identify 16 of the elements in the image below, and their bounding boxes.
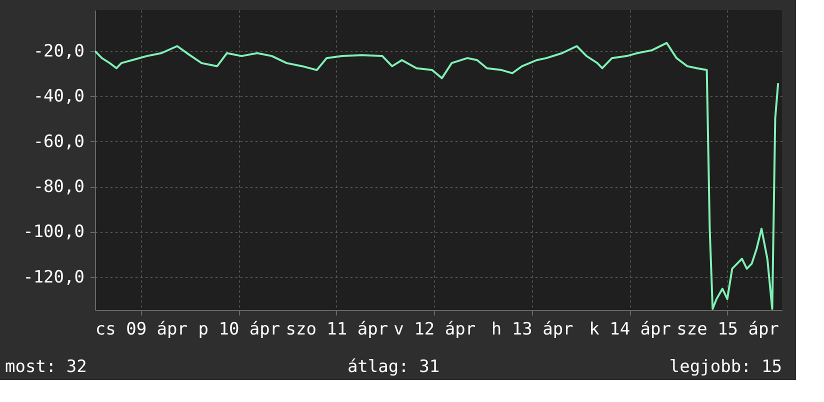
y-tick-label: -40,0: [33, 86, 84, 107]
x-tick-label: sze 15 ápr: [676, 320, 779, 340]
x-tick-label: v 12 ápr: [394, 320, 476, 340]
y-tick-label: -20,0: [33, 42, 84, 62]
x-tick-label: szo 11 ápr: [286, 320, 388, 340]
y-tick-label: -100,0: [23, 222, 84, 242]
x-tick-label: p 10 ápr: [198, 320, 280, 340]
x-tick-label: cs 09 ápr: [95, 320, 188, 340]
text: átlag: 31: [347, 357, 440, 377]
y-tick-label: -120,0: [23, 267, 84, 288]
y-tick-label: -60,0: [33, 132, 84, 152]
text: most: 32: [5, 357, 87, 377]
x-tick-label: h 13 ápr: [491, 320, 574, 340]
x-tick-label: k 14 ápr: [589, 320, 672, 340]
y-tick-label: -80,0: [33, 177, 84, 198]
text: legjobb: 15: [669, 357, 782, 377]
